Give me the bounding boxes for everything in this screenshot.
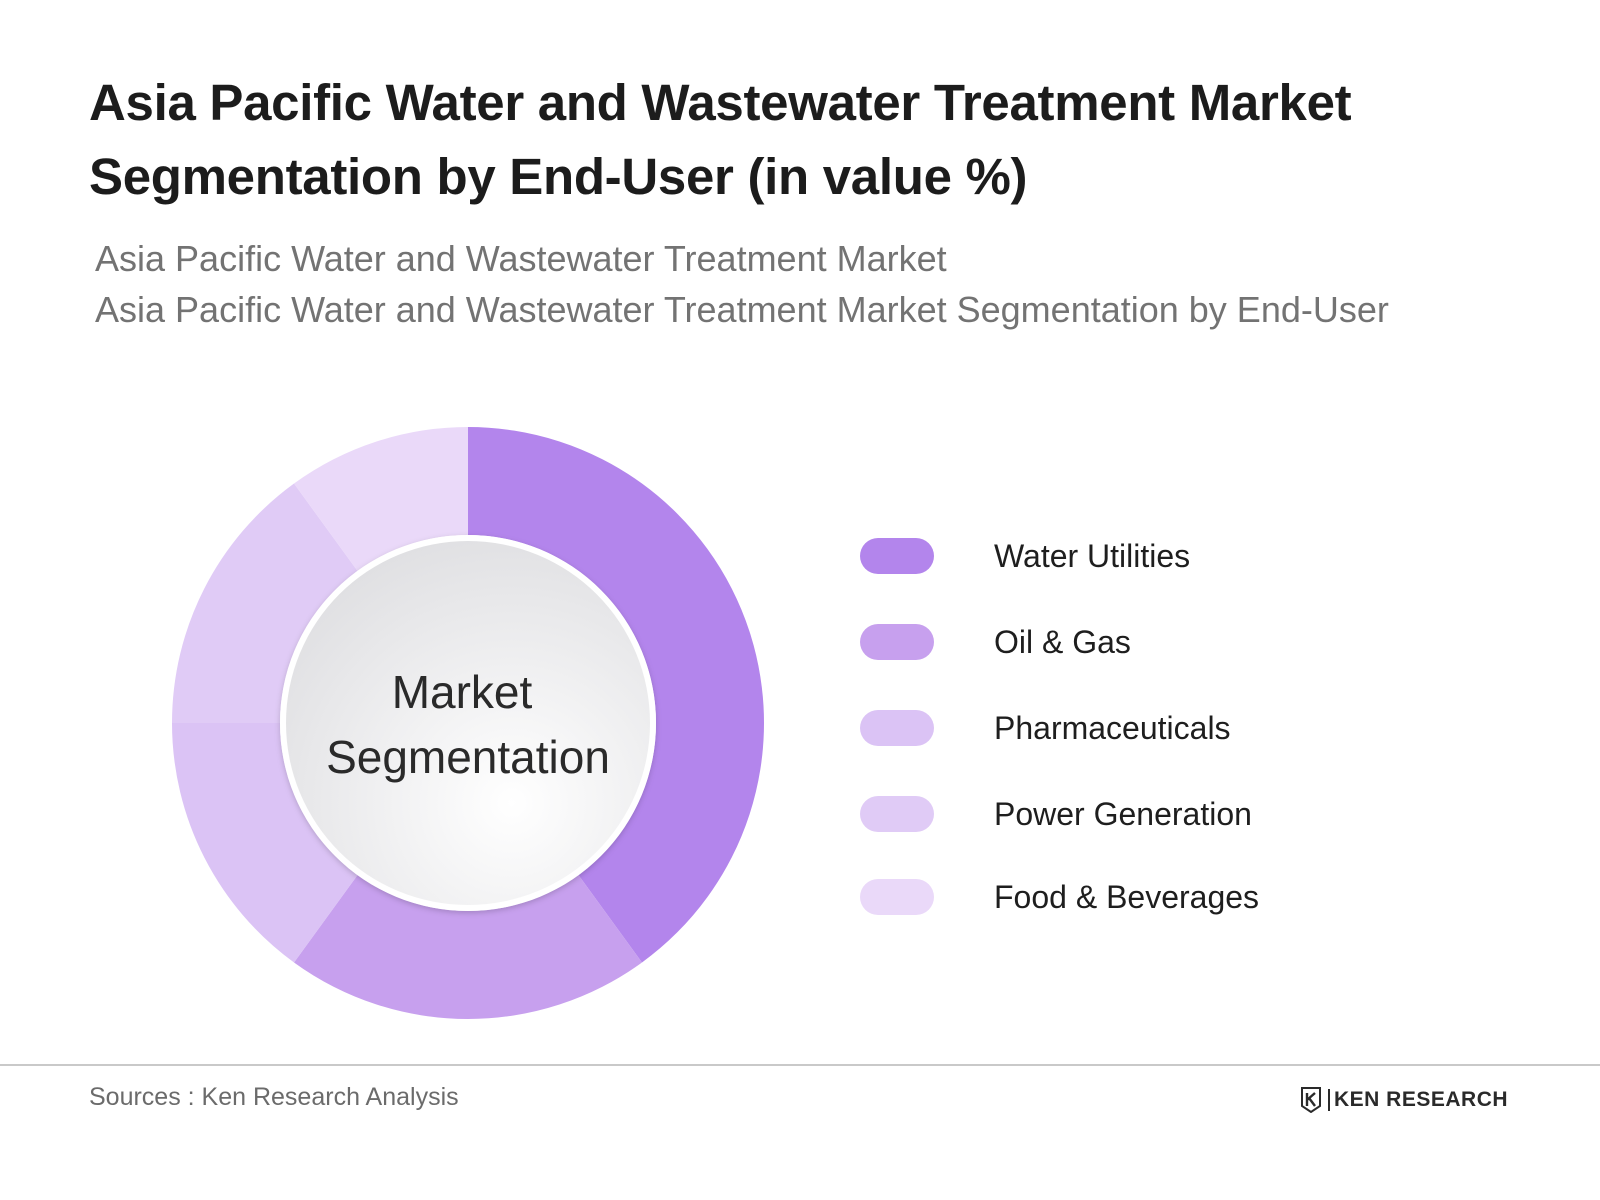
- legend-swatch: [860, 710, 934, 746]
- donut-slice-power-generation: [172, 483, 358, 723]
- ken-research-logo-icon: [1301, 1087, 1321, 1113]
- footer-divider: [0, 1064, 1600, 1066]
- donut-slice-oil-gas: [294, 875, 642, 1020]
- logo-separator: [1328, 1089, 1330, 1111]
- legend-label: Power Generation: [994, 796, 1252, 832]
- legend-item-power-generation: Power Generation: [860, 794, 1460, 834]
- donut-slice-food-beverages: [294, 427, 468, 571]
- legend-item-food-beverages: Food & Beverages: [860, 877, 1460, 917]
- logo-text: KEN RESEARCH: [1334, 1088, 1509, 1111]
- center-label-line-1: Market: [392, 666, 533, 718]
- legend-item-water-utilities: Water Utilities: [860, 536, 1460, 576]
- legend-item-pharmaceuticals: Pharmaceuticals: [860, 708, 1460, 748]
- center-label-line-2: Segmentation: [326, 731, 610, 783]
- ken-research-logo: KEN RESEARCH: [1300, 1086, 1508, 1114]
- legend-label: Pharmaceuticals: [994, 710, 1231, 746]
- chart-title: Asia Pacific Water and Wastewater Treatm…: [89, 74, 1352, 205]
- chart-subtitle-line-2: Asia Pacific Water and Wastewater Treatm…: [95, 289, 1389, 330]
- legend-label: Food & Beverages: [994, 879, 1260, 915]
- legend-label: Water Utilities: [994, 538, 1191, 574]
- legend-swatch: [860, 879, 934, 915]
- donut-center: [286, 541, 650, 905]
- legend-item-oil-gas: Oil & Gas: [860, 622, 1460, 662]
- donut-slice-water-utilities: [468, 427, 765, 963]
- legend-label: Oil & Gas: [994, 624, 1131, 660]
- donut-slices: [172, 427, 765, 1020]
- source-note: Sources : Ken Research Analysis: [89, 1083, 459, 1111]
- legend-swatch: [860, 796, 934, 832]
- legend-swatch: [860, 538, 934, 574]
- legend-swatch: [860, 624, 934, 660]
- donut-slice-pharmaceuticals: [172, 723, 358, 963]
- chart-subtitle-line-1: Asia Pacific Water and Wastewater Treatm…: [95, 238, 947, 279]
